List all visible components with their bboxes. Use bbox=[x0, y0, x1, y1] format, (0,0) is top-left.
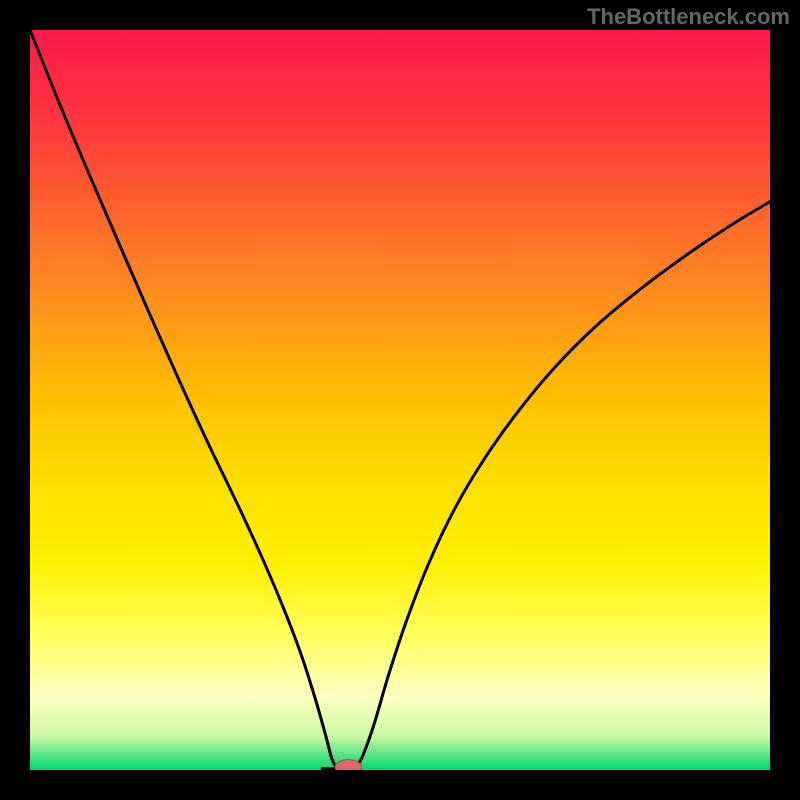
watermark-text: TheBottleneck.com bbox=[587, 4, 790, 30]
chart-container: TheBottleneck.com bbox=[0, 0, 800, 800]
bottleneck-chart bbox=[0, 0, 800, 800]
plot-background bbox=[30, 30, 770, 770]
